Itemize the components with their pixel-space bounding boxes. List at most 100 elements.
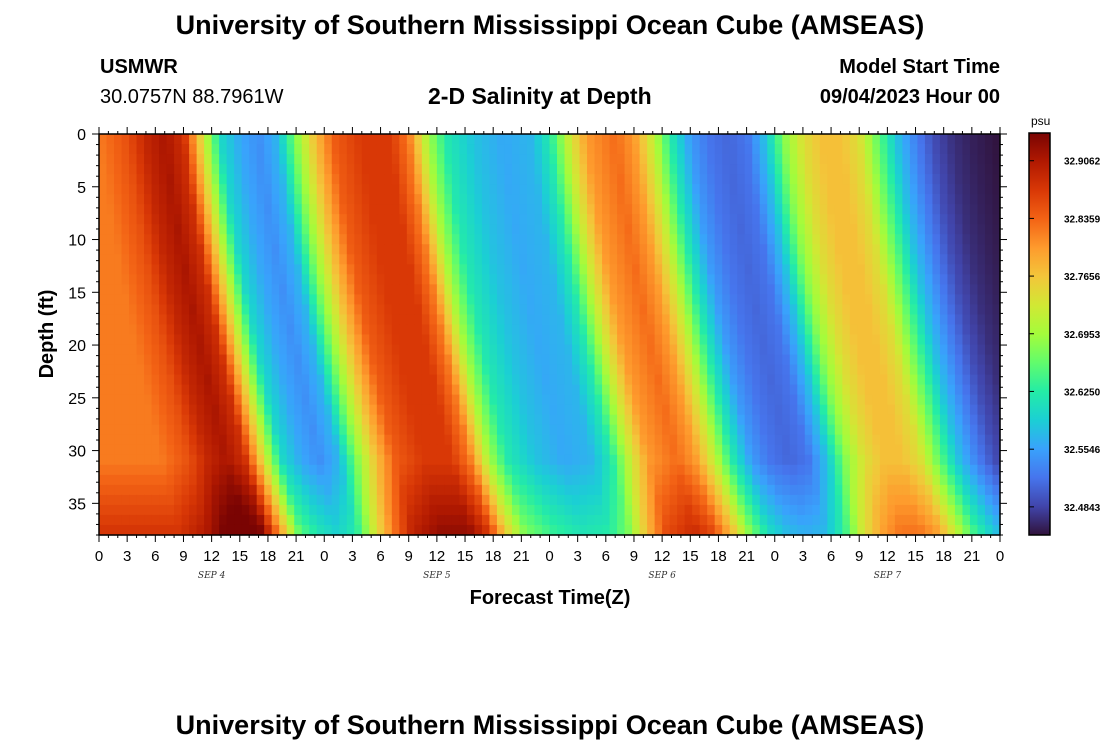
heatmap-cell <box>316 334 325 346</box>
heatmap-cell <box>812 274 821 285</box>
heatmap-cell <box>744 164 753 175</box>
heatmap-cell <box>189 244 198 255</box>
heatmap-cell <box>737 214 746 225</box>
heatmap-cell <box>647 434 656 446</box>
heatmap-cell <box>624 264 633 275</box>
heatmap-cell <box>249 404 258 416</box>
heatmap-cell <box>204 174 213 185</box>
heatmap-cell <box>902 384 911 396</box>
heatmap-cell <box>924 194 934 205</box>
heatmap-cell <box>106 504 115 516</box>
heatmap-cell <box>526 324 536 336</box>
heatmap-cell <box>279 334 288 346</box>
heatmap-cell <box>879 434 888 446</box>
heatmap-cell <box>219 434 228 446</box>
heatmap-cell <box>924 354 934 366</box>
heatmap-cell <box>264 254 273 265</box>
heatmap-cell <box>729 474 738 486</box>
heatmap-cell <box>804 364 813 376</box>
heatmap-cell <box>767 264 776 275</box>
heatmap-cell <box>879 164 888 175</box>
heatmap-cell <box>519 454 528 466</box>
heatmap-cell <box>219 214 228 225</box>
heatmap-cell <box>692 484 701 496</box>
heatmap-cell <box>541 444 551 456</box>
heatmap-cell <box>917 424 926 436</box>
heatmap-cell <box>436 314 445 326</box>
heatmap-cell <box>481 134 491 145</box>
heatmap-cell <box>189 524 198 536</box>
heatmap-cell <box>519 424 528 436</box>
chart-title: University of Southern Mississippi Ocean… <box>175 10 925 40</box>
heatmap-cell <box>511 224 521 235</box>
heatmap-cell <box>564 294 573 306</box>
heatmap-cell <box>181 364 190 376</box>
heatmap-cell <box>557 314 566 326</box>
heatmap-cell <box>954 454 964 466</box>
heatmap-cell <box>729 314 738 326</box>
heatmap-cell <box>429 264 438 275</box>
heatmap-cell <box>451 434 460 446</box>
heatmap-cell <box>541 164 551 175</box>
heatmap-cell <box>121 474 130 486</box>
heatmap-cell <box>324 374 333 386</box>
heatmap-cell <box>474 524 483 536</box>
heatmap-cell <box>406 284 415 296</box>
heatmap-cell <box>819 344 828 356</box>
heatmap-cell <box>346 254 355 265</box>
heatmap-cell <box>324 334 333 346</box>
heatmap-cell <box>872 374 881 386</box>
heatmap-cell <box>609 504 618 516</box>
heatmap-cell <box>301 374 310 386</box>
heatmap-cell <box>129 264 138 275</box>
heatmap-cell <box>526 364 536 376</box>
heatmap-cell <box>234 394 243 406</box>
heatmap-cell <box>669 334 678 346</box>
heatmap-cell <box>789 194 798 205</box>
heatmap-cell <box>391 354 400 366</box>
heatmap-cell <box>624 154 633 165</box>
heatmap-cell <box>211 394 220 406</box>
heatmap-cell <box>354 194 363 205</box>
heatmap-cell <box>279 224 288 235</box>
heatmap-cell <box>361 454 370 466</box>
heatmap-cell <box>466 284 476 296</box>
heatmap-cell <box>204 454 213 466</box>
heatmap-cell <box>812 244 821 255</box>
heatmap-cell <box>849 204 858 215</box>
heatmap-cell <box>144 414 153 426</box>
heatmap-cell <box>474 184 483 195</box>
heatmap-cell <box>159 314 168 326</box>
heatmap-cell <box>99 244 108 255</box>
heatmap-cell <box>414 214 423 225</box>
heatmap-cell <box>474 464 483 476</box>
heatmap-cell <box>782 364 791 376</box>
heatmap-cell <box>767 354 776 366</box>
heatmap-cell <box>444 224 453 235</box>
heatmap-cell <box>309 394 318 406</box>
heatmap-cell <box>211 474 220 486</box>
heatmap-cell <box>444 314 453 326</box>
heatmap-cell <box>256 314 265 326</box>
heatmap-cell <box>406 384 415 396</box>
heatmap-cell <box>932 264 941 275</box>
heatmap-cell <box>331 194 340 205</box>
heatmap-cell <box>684 324 693 336</box>
heatmap-cell <box>219 364 228 376</box>
heatmap-cell <box>722 484 731 496</box>
heatmap-cell <box>189 334 198 346</box>
heatmap-cell <box>339 224 348 235</box>
heatmap-cell <box>339 504 348 516</box>
heatmap-cell <box>744 524 753 536</box>
heatmap-cell <box>256 164 265 175</box>
heatmap-cell <box>136 524 145 536</box>
heatmap-cell <box>346 494 355 506</box>
heatmap-cell <box>909 294 919 306</box>
heatmap-cell <box>849 314 858 326</box>
heatmap-cell <box>279 464 288 476</box>
heatmap-cell <box>376 284 385 296</box>
heatmap-cell <box>939 274 949 285</box>
heatmap-cell <box>594 404 603 416</box>
heatmap-cell <box>782 334 791 346</box>
heatmap-cell <box>174 154 183 165</box>
